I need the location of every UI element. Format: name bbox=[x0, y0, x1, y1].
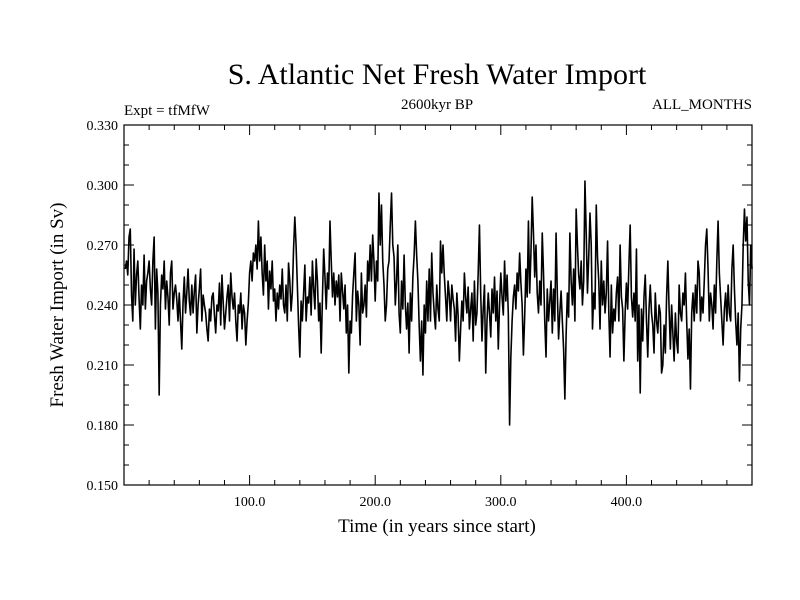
y-tick-label: 0.180 bbox=[87, 419, 119, 434]
y-tick-label: 0.240 bbox=[87, 299, 119, 314]
chart-title: S. Atlantic Net Fresh Water Import bbox=[228, 58, 647, 91]
y-tick-label: 0.210 bbox=[87, 359, 119, 374]
y-tick-label: 0.150 bbox=[87, 479, 119, 494]
y-tick-label: 0.330 bbox=[87, 119, 119, 134]
x-tick-label: 100.0 bbox=[234, 495, 266, 510]
y-tick-label: 0.300 bbox=[87, 179, 119, 194]
data-series-line bbox=[124, 180, 753, 426]
x-tick-label: 400.0 bbox=[611, 495, 643, 510]
y-tick-label: 0.270 bbox=[87, 239, 119, 254]
x-axis-label: Time (in years since start) bbox=[338, 516, 536, 537]
months-label: ALL_MONTHS bbox=[652, 97, 752, 113]
experiment-label: Expt = tfMfW bbox=[124, 103, 211, 119]
x-tick-label: 200.0 bbox=[359, 495, 391, 510]
x-tick-label: 300.0 bbox=[485, 495, 517, 510]
y-axis-label: Fresh Water Import (in Sv) bbox=[47, 203, 68, 408]
period-label: 2600kyr BP bbox=[401, 97, 473, 113]
plot-area: 100.0 200.0 300.0 400.0 0.150 0.180 0.210 0.240… bbox=[87, 119, 753, 510]
